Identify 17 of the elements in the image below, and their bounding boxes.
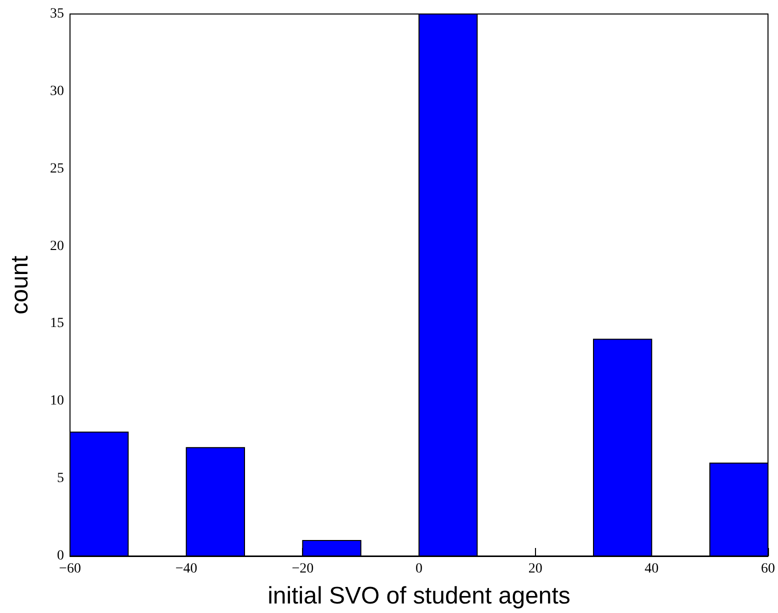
y-tick-label: 20 <box>50 238 64 254</box>
x-tick-label: −60 <box>59 562 81 576</box>
y-tick-label: 0 <box>57 548 64 564</box>
x-tick-label: 0 <box>416 562 422 576</box>
y-tick-label: 35 <box>50 6 64 22</box>
x-tick-label: 20 <box>528 562 542 576</box>
x-tick-label: 40 <box>644 562 659 576</box>
y-tick-label: 25 <box>50 161 64 176</box>
y-tick-label: 5 <box>57 471 64 486</box>
y-tick-label: 15 <box>50 316 64 332</box>
y-tick-label: 30 <box>50 84 64 99</box>
x-tick-label: −20 <box>292 562 314 576</box>
y-tick-label: 10 <box>50 394 64 409</box>
x-axis-title: initial SVO of student agents <box>268 582 570 610</box>
y-axis-title: count <box>6 255 34 314</box>
x-tick-label: 60 <box>761 562 775 576</box>
x-tick-label: −40 <box>175 562 198 576</box>
